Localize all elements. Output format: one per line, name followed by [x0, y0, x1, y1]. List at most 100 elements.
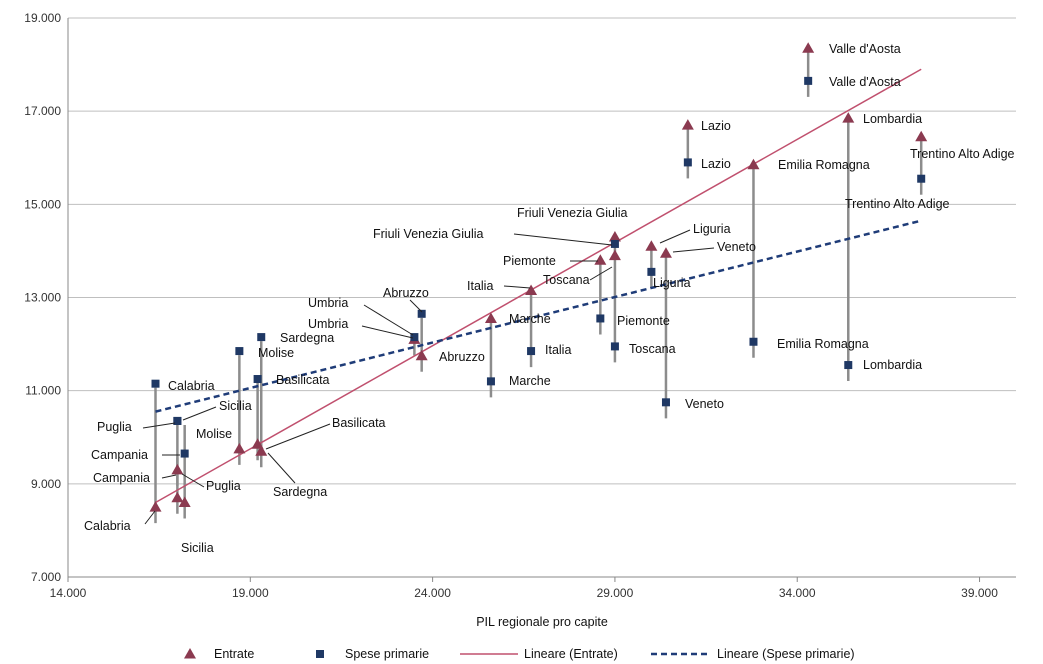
spese-marker [844, 361, 853, 370]
data-label: Toscana [543, 273, 590, 287]
data-label: Liguria [653, 276, 691, 290]
data-label: Valle d'Aosta [829, 75, 901, 89]
entrate-marker [171, 463, 184, 475]
data-label: Sicilia [219, 399, 252, 413]
data-label: Abruzzo [439, 350, 485, 364]
label-leader-line [265, 423, 331, 450]
x-tick-label: 29.000 [597, 586, 634, 600]
data-label: Veneto [685, 397, 724, 411]
spese-marker [610, 239, 619, 248]
x-tick-label: 39.000 [961, 586, 998, 600]
entrate-marker [608, 249, 621, 261]
entrate-marker [415, 349, 428, 361]
data-label: Toscana [629, 342, 676, 356]
label-leader-line [409, 299, 423, 313]
spese-marker [596, 314, 605, 323]
data-label: Sardegna [280, 331, 334, 345]
data-label: Molise [258, 346, 294, 360]
label-leader-line [513, 233, 613, 246]
data-label: Umbria [308, 296, 348, 310]
entrate-marker [251, 438, 264, 449]
label-leader-line [659, 229, 691, 244]
data-label: Sicilia [181, 541, 214, 555]
entrate-marker [915, 130, 928, 142]
label-leader-line [503, 285, 531, 289]
entrate-marker [233, 442, 246, 454]
trendline-entrate [155, 68, 922, 504]
y-tick-label: 19.000 [24, 11, 61, 25]
data-label: Lombardia [863, 358, 922, 372]
data-label: Trentino Alto Adige [845, 197, 950, 211]
entrate-marker [747, 158, 760, 170]
entrate-marker [608, 230, 621, 242]
entrate-marker [594, 254, 607, 265]
entrate-marker [842, 112, 855, 123]
spese-marker [610, 342, 619, 351]
spese-marker [173, 416, 182, 425]
data-labels: Valle d'Aosta Valle d'Aosta Lazio Lazio Lomb… [84, 42, 1015, 555]
data-label: Trentino Alto Adige [910, 147, 1015, 161]
entrate-marker [484, 312, 497, 323]
data-label: Puglia [97, 420, 132, 434]
data-label: Calabria [168, 379, 215, 393]
data-label: Friuli Venezia Giulia [517, 206, 628, 220]
x-tick-label: 19.000 [232, 586, 269, 600]
spese-marker [253, 375, 262, 384]
legend-spese-marker [316, 650, 324, 658]
data-label: Puglia [206, 479, 241, 493]
label-leader-line [144, 510, 156, 525]
label-leader-line [267, 452, 296, 484]
data-label: Basilicata [276, 373, 330, 387]
spese-marker [410, 333, 419, 342]
spese-marker [661, 398, 670, 407]
spese-marker [647, 267, 656, 276]
label-leader-line [182, 406, 217, 421]
legend-label: Lineare (Spese primarie) [717, 647, 855, 661]
legend-entrate-marker [184, 648, 196, 659]
y-tick-label: 13.000 [24, 291, 61, 305]
x-axis-title: PIL regionale pro capite [476, 615, 608, 629]
data-label: Valle d'Aosta [829, 42, 901, 56]
data-label: Liguria [693, 222, 731, 236]
data-label: Italia [545, 343, 571, 357]
data-label: Friuli Venezia Giulia [373, 227, 484, 241]
data-label: Piemonte [617, 314, 670, 328]
x-tick-label: 24.000 [414, 586, 451, 600]
data-label: Emilia Romagna [778, 158, 870, 172]
label-leader-line [363, 304, 414, 336]
entrate-marker [645, 240, 658, 251]
data-label: Basilicata [332, 416, 386, 430]
data-label: Umbria [308, 317, 348, 331]
entrate-marker [659, 247, 672, 258]
label-leader-line [142, 422, 176, 429]
trendlines [155, 68, 922, 504]
data-label: Abruzzo [383, 286, 429, 300]
data-label: Lazio [701, 157, 731, 171]
spese-marker [417, 309, 426, 318]
spese-marker [527, 347, 536, 356]
x-tick-label: 34.000 [779, 586, 816, 600]
data-label: Calabria [84, 519, 131, 533]
data-label: Lombardia [863, 112, 922, 126]
y-tick-label: 7.000 [31, 570, 61, 584]
data-label: Italia [467, 279, 493, 293]
legend-label: Spese primarie [345, 647, 429, 661]
gridlines [68, 17, 1016, 485]
spese-marker [804, 76, 813, 85]
y-tick-label: 9.000 [31, 477, 61, 491]
y-tick-label: 17.000 [24, 104, 61, 118]
spese-marker [486, 377, 495, 386]
label-leader-line [161, 474, 177, 479]
y-tick-label: 15.000 [24, 197, 61, 211]
entrate-marker [255, 445, 268, 456]
data-label: Marche [509, 312, 551, 326]
trendline-spese [155, 219, 922, 413]
legend: Entrate Spese primarie Lineare (Entrate) Li… [184, 647, 855, 661]
data-label: Marche [509, 374, 551, 388]
data-label: Campania [93, 471, 150, 485]
data-label: Emilia Romagna [777, 337, 869, 351]
data-label: Molise [196, 427, 232, 441]
entrate-marker [178, 496, 191, 507]
data-points [149, 42, 928, 512]
